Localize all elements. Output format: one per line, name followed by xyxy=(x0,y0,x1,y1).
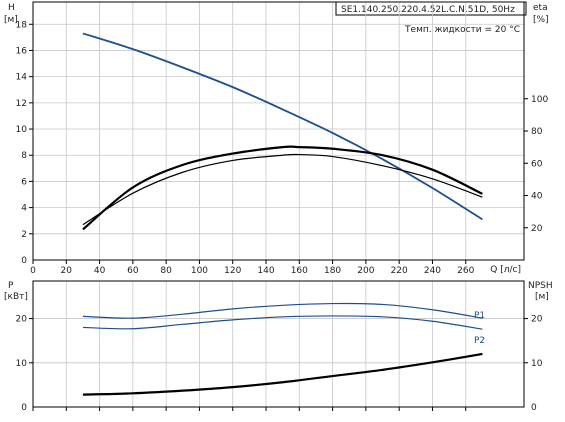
series-line-efficiency xyxy=(82,145,483,231)
eta-axis-unit: [%] xyxy=(533,15,549,25)
p2-series-label: P2 xyxy=(474,336,485,346)
x-tick-label: 120 xyxy=(224,266,241,276)
x-tick-label: 160 xyxy=(291,266,308,276)
npsh-axis-label: NPSH xyxy=(528,281,553,291)
head-axis-unit: [м] xyxy=(4,15,18,25)
left-tick-label: 6 xyxy=(21,177,27,187)
right-tick-label: 80 xyxy=(531,127,543,137)
left-tick-label: 14 xyxy=(16,73,28,83)
series-line-P1 xyxy=(82,302,483,319)
x-tick-label: 40 xyxy=(94,266,106,276)
eta-axis-label: eta xyxy=(533,3,548,13)
left-tick-label: 0 xyxy=(21,403,27,413)
x-tick-label: 240 xyxy=(424,266,441,276)
head-axis-label: H xyxy=(8,3,15,13)
right-tick-label: 0 xyxy=(531,403,537,413)
liquid-temp-label: Темп. жидкости = 20 °C xyxy=(404,25,520,35)
series-line-npsh xyxy=(82,352,483,396)
right-tick-label: 20 xyxy=(531,315,543,325)
right-tick-label: 40 xyxy=(531,192,543,202)
left-tick-label: 12 xyxy=(16,99,27,109)
left-tick-label: 10 xyxy=(16,359,28,369)
x-tick-label: 180 xyxy=(324,266,341,276)
x-tick-label: 140 xyxy=(257,266,274,276)
right-tick-label: 60 xyxy=(531,159,543,169)
series-line-efficiency-upper xyxy=(82,153,483,226)
flow-axis-label: Q [л/с] xyxy=(490,265,521,275)
power-axis-unit: [кВт] xyxy=(4,292,28,302)
x-tick-label: 60 xyxy=(127,266,139,276)
left-tick-label: 10 xyxy=(16,125,28,135)
left-tick-label: 4 xyxy=(21,204,27,214)
series-line-head xyxy=(82,32,483,221)
power-axis-label: P xyxy=(8,281,14,291)
x-tick-label: 20 xyxy=(61,266,73,276)
x-tick-label: 0 xyxy=(30,266,36,276)
x-tick-label: 80 xyxy=(160,266,172,276)
right-tick-label: 20 xyxy=(531,224,543,234)
left-tick-label: 8 xyxy=(21,151,27,161)
plot-frame xyxy=(32,1,525,261)
x-tick-label: 100 xyxy=(191,266,208,276)
pump-model-label: SE1.140.250.220.4.52L.C.N.51D, 50Hz xyxy=(341,5,515,15)
x-tick-label: 200 xyxy=(357,266,374,276)
x-tick-label: 220 xyxy=(391,266,408,276)
plot-frame xyxy=(32,280,525,408)
x-tick-label: 260 xyxy=(457,266,474,276)
left-tick-label: 18 xyxy=(16,20,28,30)
left-tick-label: 16 xyxy=(16,46,28,56)
left-tick-label: 0 xyxy=(21,256,27,266)
series-line-P2 xyxy=(82,315,483,330)
left-tick-label: 2 xyxy=(21,230,27,240)
p1-series-label: P1 xyxy=(474,311,485,321)
npsh-axis-unit: [м] xyxy=(535,292,549,302)
left-tick-label: 20 xyxy=(16,315,28,325)
right-tick-label: 100 xyxy=(531,95,548,105)
right-tick-label: 10 xyxy=(531,359,543,369)
